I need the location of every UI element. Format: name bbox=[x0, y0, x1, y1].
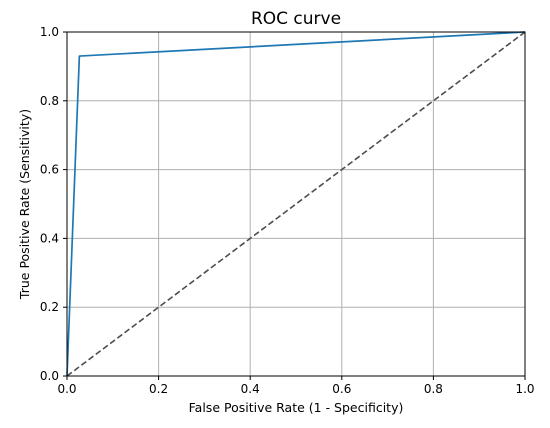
reference-diagonal-line bbox=[66, 31, 526, 377]
x-tick-label: 0.0 bbox=[57, 382, 76, 396]
y-tick-label: 1.0 bbox=[40, 25, 59, 39]
y-tick-label: 0.0 bbox=[40, 369, 59, 383]
chart-title: ROC curve bbox=[251, 9, 341, 29]
axis-ticks: 0.0 0.2 0.4 0.6 0.8 1.0 0.0 0.2 0.4 0.6 0.8 1.0 bbox=[40, 25, 535, 396]
x-tick-label: 0.2 bbox=[149, 382, 168, 396]
x-tick-label: 0.6 bbox=[332, 382, 351, 396]
y-axis-label: True Positive Rate (Sensitivity) bbox=[17, 109, 32, 300]
y-tick-label: 0.2 bbox=[40, 300, 59, 314]
y-tick-label: 0.4 bbox=[40, 231, 59, 245]
roc-curve-line bbox=[66, 31, 526, 377]
y-tick-label: 0.6 bbox=[40, 163, 59, 177]
series-layer bbox=[66, 31, 526, 377]
x-tick-label: 1.0 bbox=[515, 382, 534, 396]
plot-frame bbox=[66, 31, 526, 377]
x-axis-label: False Positive Rate (1 - Specificity) bbox=[189, 400, 404, 415]
x-tick-label: 0.8 bbox=[424, 382, 443, 396]
y-tick-label: 0.8 bbox=[40, 94, 59, 108]
x-tick-label: 0.4 bbox=[241, 382, 260, 396]
